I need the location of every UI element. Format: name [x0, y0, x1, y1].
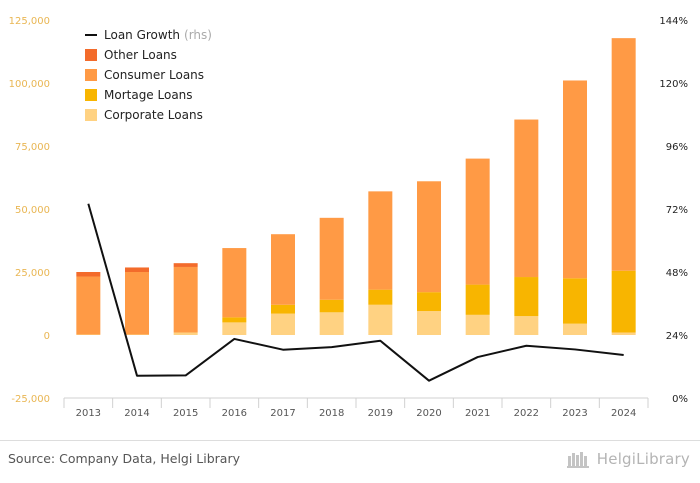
y-right-tick-label: 48%	[666, 268, 688, 279]
legend: Loan Growth (rhs) Other Loans Consumer Loan…	[85, 28, 212, 122]
x-tick-label: 2018	[319, 408, 344, 419]
x-tick-label: 2019	[368, 408, 393, 419]
bar-mortage-loans	[319, 299, 344, 313]
x-tick-label: 2023	[562, 408, 587, 419]
y-left-tick-label: -25,000	[11, 394, 50, 405]
y-right-tick-label: 120%	[659, 79, 688, 90]
bar-corporate-loans	[563, 323, 587, 335]
bar-consumer-loans	[173, 266, 198, 333]
bar-consumer-loans	[271, 234, 295, 305]
loan-growth-line	[87, 203, 624, 382]
bar-mortage-loans	[563, 278, 587, 324]
bar-mortage-loans	[611, 270, 636, 333]
bar-other-loans	[76, 272, 101, 277]
loan-chart: 2013 2014 2015 2016 2017 2018 2019 2020 2021 2022…	[9, 16, 688, 419]
x-tick-label: 2021	[465, 408, 490, 419]
x-tick-label: 2024	[611, 408, 636, 419]
bar-corporate-loans	[76, 334, 101, 335]
legend-swatch-other-loans	[85, 49, 97, 61]
y-left-tick-label: 75,000	[15, 142, 50, 153]
y-left-tick-label: 25,000	[15, 268, 50, 279]
x-tick-label: 2014	[124, 408, 149, 419]
bar-consumer-loans	[319, 217, 344, 300]
x-tick-label: 2013	[76, 408, 101, 419]
bar-mortage-loans	[368, 289, 393, 305]
x-tick-label: 2016	[222, 408, 247, 419]
bar-consumer-loans	[611, 38, 636, 271]
bar-mortage-loans	[417, 292, 441, 312]
legend-label: Consumer Loans	[104, 68, 204, 82]
bar-mortage-loans	[222, 317, 247, 323]
bar-consumer-loans	[222, 248, 247, 318]
bar-corporate-loans	[173, 332, 198, 335]
y-right-tick-label: 24%	[666, 331, 688, 342]
legend-swatch-corporate-loans	[85, 109, 97, 121]
bar-corporate-loans	[222, 322, 247, 335]
bar-corporate-loans	[465, 314, 490, 335]
bar-corporate-loans	[319, 312, 344, 335]
bar-consumer-loans	[417, 181, 441, 293]
bar-consumer-loans	[514, 119, 539, 278]
footer: Source: Company Data, Helgi Library Helg…	[0, 440, 700, 483]
legend-swatch-mortage-loans	[85, 89, 97, 101]
y-right-tick-label: 0%	[672, 394, 688, 405]
y-left-tick-label: 0	[44, 331, 50, 342]
legend-label: Other Loans	[104, 48, 177, 62]
bar-mortage-loans	[465, 284, 490, 315]
bar-corporate-loans	[611, 332, 636, 335]
loan-growth-line-group	[87, 203, 624, 382]
x-tick-label: 2020	[416, 408, 441, 419]
x-tick-label: 2015	[173, 408, 198, 419]
helgi-library-logo: HelgiLibrary	[566, 450, 690, 468]
bar-other-loans	[173, 263, 198, 267]
legend-label: Corporate Loans	[104, 108, 203, 122]
y-right-tick-label: 96%	[666, 142, 688, 153]
bar-corporate-loans	[417, 311, 441, 335]
bar-consumer-loans	[368, 191, 393, 290]
source-note: Source: Company Data, Helgi Library	[8, 451, 241, 466]
legend-label: Mortage Loans	[104, 88, 193, 102]
axes: 2013 2014 2015 2016 2017 2018 2019 2020 2021 2022…	[9, 16, 688, 419]
footer-divider	[0, 440, 700, 441]
bar-corporate-loans	[271, 313, 295, 335]
bar-corporate-loans	[514, 316, 539, 335]
bar-consumer-loans	[76, 276, 101, 335]
y-left-tick-label: 125,000	[9, 16, 50, 27]
bars	[76, 38, 636, 335]
bar-corporate-loans	[125, 334, 149, 335]
y-right-tick-label: 72%	[666, 205, 688, 216]
bar-other-loans	[125, 267, 149, 272]
legend-suffix: (rhs)	[184, 28, 212, 42]
logo-text: HelgiLibrary	[596, 450, 690, 468]
x-tick-label: 2017	[270, 408, 295, 419]
bar-mortage-loans	[271, 304, 295, 314]
x-tick-label: 2022	[514, 408, 539, 419]
library-icon	[566, 452, 589, 468]
legend-swatch-consumer-loans	[85, 69, 97, 81]
y-left-tick-label: 50,000	[15, 205, 50, 216]
bar-consumer-loans	[125, 272, 149, 335]
y-right-tick-label: 144%	[659, 16, 688, 27]
bar-mortage-loans	[514, 277, 539, 317]
bar-consumer-loans	[465, 158, 490, 285]
bar-corporate-loans	[368, 304, 393, 335]
bar-consumer-loans	[563, 80, 587, 279]
legend-label: Loan Growth (rhs)	[104, 28, 212, 42]
y-left-tick-label: 100,000	[9, 79, 50, 90]
